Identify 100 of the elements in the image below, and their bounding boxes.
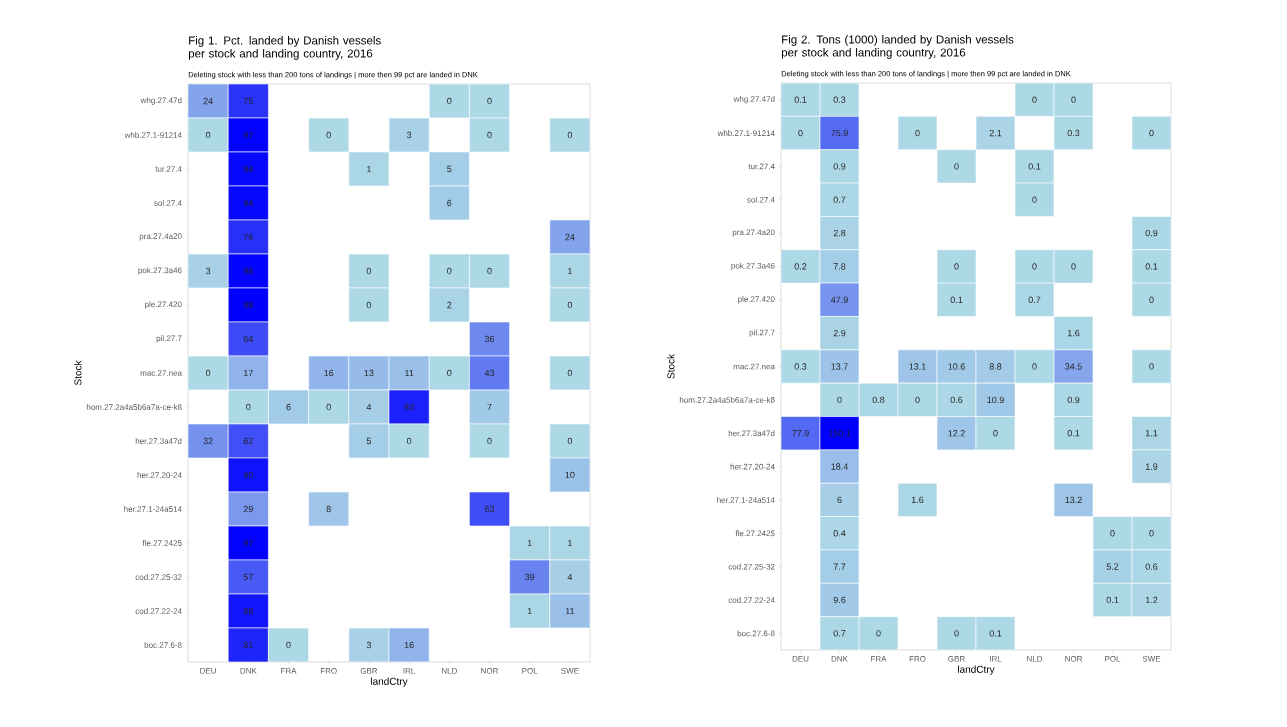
data-label: 1.1 [1145,430,1158,437]
data-label: 0 [447,369,452,377]
data-label: 0 [1032,263,1037,270]
x-tick-label: FRO [320,668,337,674]
y-axis-title: Stock [74,360,82,386]
y-tick-label: her.27.3a47d [135,438,182,444]
x-tick-label: DEU [200,668,216,674]
data-label: 75.9 [831,129,848,137]
data-label: 1 [527,607,532,615]
data-label: 5 [447,165,452,173]
x-tick-label: FRA [281,668,297,674]
data-label: 97 [243,131,253,139]
data-label: 10 [565,471,575,479]
data-label: 0.1 [1067,430,1080,437]
y-tick-label: mac.27.nea [140,370,182,376]
x-tick-label: FRA [871,656,887,662]
y-tick-label: her.27.3a47d [728,430,775,437]
data-label: 0 [487,131,492,139]
data-label: 1.6 [911,496,924,504]
y-tick-label: fle.27.2425 [142,540,182,546]
data-label: 0 [447,267,452,275]
data-label: 64 [243,335,254,343]
y-tick-label: sol.27.4 [747,196,775,203]
data-label: 0.7 [833,630,846,637]
data-label: 47.9 [830,296,848,303]
data-label: 0 [1032,363,1037,370]
y-tick-label: mac.27.nea [733,363,775,370]
data-label: 10.6 [948,363,965,370]
data-label: 0.3 [1067,129,1080,137]
data-label: 0 [326,403,331,411]
data-label: 13.1 [909,363,926,370]
y-tick-label: cod.27.25-32 [728,563,775,570]
data-label: 2.9 [833,329,846,337]
x-tick-label: FRO [909,656,926,662]
x-tick-label: NLD [1027,656,1043,662]
data-label: 75 [243,97,253,105]
data-label: 0 [205,131,211,139]
data-label: 0 [954,163,959,170]
y-tick-label: cod.27.22-24 [728,597,775,603]
data-label: 0 [1149,296,1154,303]
data-label: 98 [243,301,253,309]
data-label: 0 [1149,129,1154,137]
y-tick-label: her.27.20-24 [730,463,775,470]
data-label: 0.6 [950,396,963,404]
data-label: 0 [954,263,959,270]
x-tick-label: GBR [948,656,965,662]
y-tick-label: pra.27.4a20 [732,229,775,237]
x-tick-label: SWE [1142,656,1161,662]
data-label: 3 [366,641,372,649]
data-label: 0.3 [794,363,807,370]
data-label: 83 [404,403,414,411]
data-label: 1 [568,267,572,275]
y-tick-label: whb.27.1-91214 [124,132,182,138]
data-label: 62 [243,437,253,445]
data-label: 12.2 [948,430,965,437]
data-label: 0.3 [833,96,846,103]
data-label: 0 [876,630,881,637]
data-label: 81 [243,641,253,649]
data-label: 57 [243,573,253,581]
data-label: 8.8 [989,363,1002,370]
y-tick-label: sol.27.4 [154,200,182,206]
data-label: 0 [1149,363,1154,370]
data-label: 13.7 [831,363,848,370]
data-label: 0.1 [1106,596,1119,604]
data-label: 0 [567,437,573,445]
data-label: 32 [203,437,213,445]
y-tick-label: her.27.1-24a514 [124,506,182,512]
data-label: 0 [567,369,573,377]
data-label: 0 [837,396,842,404]
data-label: 0 [487,437,492,445]
data-label: 24 [203,97,213,105]
y-tick-label: her.27.20-24 [137,472,182,478]
data-label: 0 [1032,196,1037,203]
y-axis-title: Stock [667,353,675,379]
data-label: 3 [205,267,211,275]
data-label: 0.2 [794,263,807,270]
x-tick-label: GBR [360,668,378,674]
data-label: 11 [565,607,575,615]
y-tick-label: boc.27.6-8 [737,630,775,637]
data-label: 0 [954,630,959,637]
x-tick-label: NOR [1065,656,1083,662]
y-tick-label: cod.27.22-24 [135,608,182,614]
data-label: 0.1 [1145,263,1158,270]
data-label: 1 [367,165,371,173]
y-tick-label: boc.27.6-8 [144,642,182,648]
data-label: 1 [568,539,572,547]
x-tick-label: DEU [792,656,809,662]
data-label: 150.1 [828,430,851,437]
y-tick-label: ple.27.420 [145,301,182,309]
data-label: 97 [243,539,253,547]
data-label: 0 [993,430,998,437]
data-label: 0 [205,369,211,377]
data-label: 0 [406,437,412,445]
data-label: 90 [243,471,253,479]
data-label: 2 [447,301,452,309]
data-label: 0 [1110,530,1115,537]
data-label: 16 [324,369,334,377]
y-tick-label: tur.27.4 [748,163,775,170]
data-label: 11 [405,369,414,377]
x-axis-title: landCtry [958,665,995,675]
